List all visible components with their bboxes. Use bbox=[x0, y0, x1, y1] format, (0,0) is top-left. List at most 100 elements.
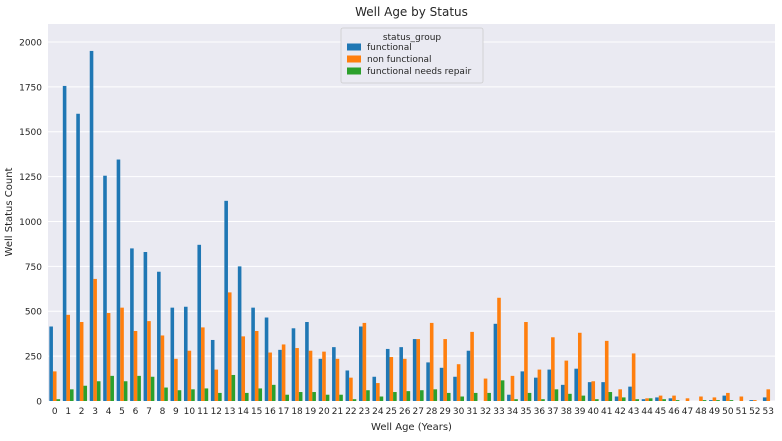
bar bbox=[618, 389, 622, 401]
bar bbox=[524, 322, 528, 401]
x-tick-label: 23 bbox=[359, 407, 370, 417]
bar bbox=[187, 350, 192, 401]
x-tick-labels: 0 1 2 3 4 5 6 7 8 9 10 11 12 13 14 15 16 17 18 19 20 21 22 23 24… bbox=[52, 407, 774, 417]
bar bbox=[722, 395, 727, 401]
bar bbox=[608, 392, 613, 401]
bar bbox=[312, 392, 316, 401]
bar bbox=[551, 337, 555, 401]
bar bbox=[52, 371, 57, 401]
bar bbox=[581, 395, 586, 401]
bar bbox=[766, 389, 771, 401]
bar bbox=[560, 384, 565, 401]
y-tick-label: 0 bbox=[36, 398, 42, 408]
x-tick-label: 16 bbox=[264, 407, 276, 417]
bar bbox=[739, 396, 744, 401]
bar bbox=[389, 357, 394, 401]
bar bbox=[241, 336, 246, 401]
x-tick-label: 31 bbox=[466, 407, 477, 417]
x-tick-label: 40 bbox=[588, 407, 600, 417]
x-tick-label: 20 bbox=[318, 407, 330, 417]
y-tick-label: 1250 bbox=[19, 173, 42, 183]
bar bbox=[416, 339, 421, 401]
bar bbox=[520, 371, 525, 401]
bar bbox=[648, 398, 653, 401]
bar bbox=[433, 389, 438, 401]
bar bbox=[204, 388, 209, 401]
y-tick-label: 500 bbox=[25, 308, 42, 318]
legend-title: status_group bbox=[383, 33, 442, 43]
bar bbox=[170, 307, 175, 401]
bar bbox=[93, 278, 97, 401]
bar bbox=[628, 386, 632, 401]
bar bbox=[177, 390, 182, 401]
bar bbox=[83, 385, 88, 401]
legend-items: functional non functional functional needs… bbox=[347, 43, 471, 77]
bar bbox=[96, 381, 101, 401]
x-tick-label: 28 bbox=[426, 407, 438, 417]
bar bbox=[237, 266, 242, 401]
bar bbox=[412, 339, 417, 401]
x-tick-label: 53 bbox=[763, 407, 774, 417]
bar bbox=[62, 85, 67, 401]
bar bbox=[712, 397, 717, 401]
x-tick-label: 49 bbox=[709, 407, 721, 417]
x-tick-label: 46 bbox=[668, 407, 680, 417]
bar bbox=[399, 347, 403, 401]
legend-label: functional needs repair bbox=[367, 67, 471, 77]
x-tick-label: 5 bbox=[119, 407, 125, 417]
bar bbox=[358, 326, 363, 401]
bar bbox=[514, 399, 518, 401]
bar bbox=[191, 389, 195, 401]
bar bbox=[402, 358, 407, 401]
bar bbox=[281, 344, 286, 401]
bar bbox=[110, 375, 114, 401]
bar bbox=[335, 358, 340, 401]
bar bbox=[291, 328, 296, 401]
bar bbox=[645, 398, 649, 401]
bar bbox=[103, 175, 107, 401]
gridlines bbox=[48, 41, 775, 402]
bar bbox=[662, 399, 666, 401]
y-tick-label: 1000 bbox=[19, 218, 42, 228]
bar bbox=[456, 364, 461, 401]
bar bbox=[453, 376, 457, 401]
bar bbox=[174, 358, 178, 401]
y-tick-label: 250 bbox=[25, 353, 42, 363]
x-tick-label: 36 bbox=[534, 407, 546, 417]
bar bbox=[443, 339, 447, 401]
bar bbox=[534, 377, 538, 401]
x-tick-label: 15 bbox=[251, 407, 262, 417]
bar bbox=[527, 392, 532, 401]
bar bbox=[116, 159, 121, 401]
x-tick-label: 8 bbox=[160, 407, 166, 417]
bar bbox=[201, 327, 205, 401]
x-tick-label: 44 bbox=[641, 407, 653, 417]
bar bbox=[658, 395, 663, 401]
bar bbox=[278, 349, 282, 401]
x-tick-label: 13 bbox=[224, 407, 235, 417]
bar bbox=[564, 360, 569, 401]
bar bbox=[322, 351, 326, 401]
x-tick-label: 45 bbox=[655, 407, 666, 417]
bar bbox=[604, 340, 609, 401]
bar bbox=[466, 350, 471, 401]
bar bbox=[227, 292, 232, 401]
bar bbox=[470, 331, 474, 401]
x-tick-label: 19 bbox=[305, 407, 317, 417]
legend-swatch bbox=[347, 67, 361, 75]
bar bbox=[345, 370, 350, 401]
legend-label: functional bbox=[367, 43, 412, 53]
bar bbox=[655, 397, 659, 401]
bar bbox=[631, 353, 636, 401]
bar bbox=[393, 392, 397, 401]
x-tick-label: 39 bbox=[574, 407, 586, 417]
bar bbox=[130, 248, 134, 401]
x-tick-label: 29 bbox=[439, 407, 451, 417]
x-tick-label: 1 bbox=[65, 407, 71, 417]
bar bbox=[332, 347, 336, 401]
bar bbox=[385, 348, 390, 401]
bar bbox=[79, 322, 84, 401]
y-tick-label: 2000 bbox=[19, 38, 42, 48]
x-tick-label: 21 bbox=[332, 407, 343, 417]
